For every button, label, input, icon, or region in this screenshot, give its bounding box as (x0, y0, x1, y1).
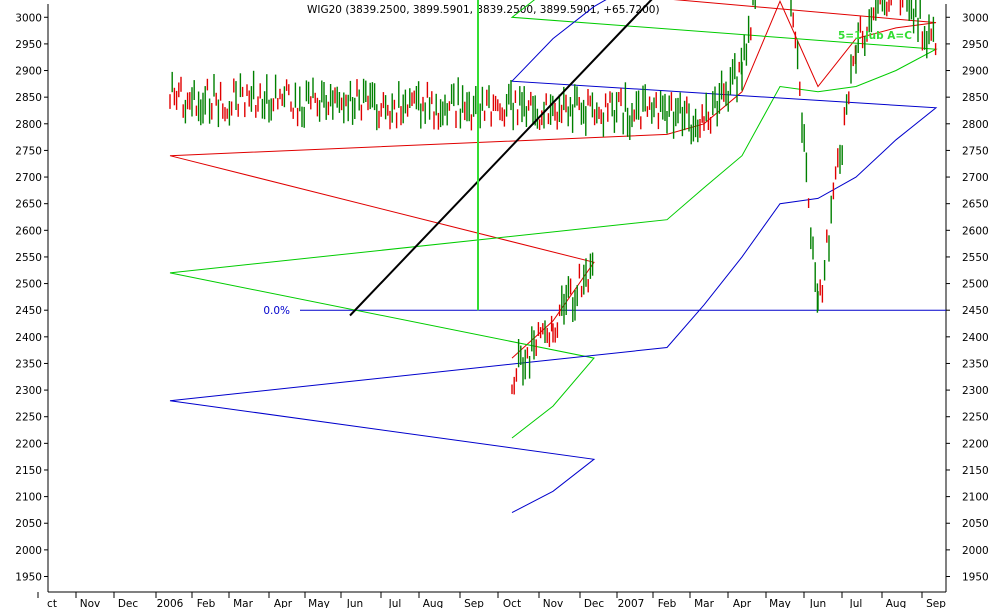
x-tick-label: Mar (694, 598, 714, 608)
y-tick-label-right: 2550 (962, 252, 989, 264)
y-tick-label-left: 2200 (15, 438, 42, 450)
y-tick-label-left: 2850 (15, 92, 42, 104)
projection-annotation: 5=1 lub A=C (838, 30, 912, 42)
y-tick-label-right: 2900 (962, 66, 989, 78)
y-tick-label-left: 2400 (15, 332, 42, 344)
y-tick-label-left: 2250 (15, 412, 42, 424)
x-tick-label: May (769, 598, 791, 608)
trendline-lower (349, 0, 653, 317)
fibonacci-layer: 161.8%138.2%100.0%0.0% (263, 305, 946, 317)
x-tick-label: Sep (464, 598, 484, 608)
x-tick-label: Apr (274, 598, 293, 608)
x-tick-label: Sep (926, 598, 946, 608)
y-tick-label-left: 2650 (15, 199, 42, 211)
y-tick-label-left: 2300 (15, 385, 42, 397)
y-tick-label-left: 2700 (15, 172, 42, 184)
x-tick-label: Mar (233, 598, 253, 608)
y-tick-label-left: 3000 (15, 12, 42, 24)
x-tick-label: Feb (197, 598, 216, 608)
x-tick-label: 2007 (618, 598, 645, 608)
y-tick-label-right: 2050 (962, 518, 989, 530)
y-tick-label-left: 2450 (15, 305, 42, 317)
y-tick-label-right: 2500 (962, 279, 989, 291)
y-tick-label-right: 2100 (962, 492, 989, 504)
y-tick-label-left: 2550 (15, 252, 42, 264)
x-tick-label: Jul (849, 598, 863, 608)
y-tick-label-left: 2150 (15, 465, 42, 477)
y-tick-label-left: 2350 (15, 358, 42, 370)
y-tick-label-right: 2200 (962, 438, 989, 450)
y-tick-label-left: 2950 (15, 39, 42, 51)
axes-layer: 1950 1950 2000 2000 2050 2050 2100 2100 2150 2150… (15, 4, 989, 610)
y-tick-label-right: 3000 (962, 12, 989, 24)
y-tick-label-right: 2800 (962, 119, 989, 131)
x-tick-label: Feb (658, 598, 677, 608)
y-tick-label-left: 2100 (15, 492, 42, 504)
y-tick-label-left: 2800 (15, 119, 42, 131)
y-tick-label-right: 2000 (962, 545, 989, 557)
x-tick-label: Jul (388, 598, 402, 608)
y-tick-label-right: 2950 (962, 39, 989, 51)
y-tick-label-right: 2300 (962, 385, 989, 397)
y-tick-label-right: 2600 (962, 225, 989, 237)
y-tick-label-right: 2650 (962, 199, 989, 211)
moving-average-slow (169, 0, 938, 514)
y-tick-label-left: 2750 (15, 145, 42, 157)
y-tick-label-left: 2600 (15, 225, 42, 237)
y-tick-label-right: 2850 (962, 92, 989, 104)
x-tick-label: Nov (543, 598, 564, 608)
x-tick-label: Dec (584, 598, 605, 608)
y-tick-label-right: 2750 (962, 145, 989, 157)
y-tick-label-left: 2050 (15, 518, 42, 530)
y-tick-label-right: 2250 (962, 412, 989, 424)
x-tick-label: Dec (118, 598, 139, 608)
moving-average-fast (169, 0, 937, 359)
fibonacci-level-label: 0.0% (263, 305, 290, 317)
y-tick-label-left: 2000 (15, 545, 42, 557)
y-tick-label-left: 1950 (15, 572, 42, 584)
y-tick-label-left: 2500 (15, 279, 42, 291)
x-tick-label: Aug (886, 598, 907, 608)
x-tick-label: Nov (80, 598, 101, 608)
y-tick-label-right: 2450 (962, 305, 989, 317)
y-tick-label-right: 2150 (962, 465, 989, 477)
x-tick-label: ct (47, 598, 57, 608)
y-tick-label-right: 2700 (962, 172, 989, 184)
x-tick-label: Jun (809, 598, 826, 608)
moving-averages-layer (169, 0, 938, 514)
y-tick-label-right: 1950 (962, 572, 989, 584)
y-tick-label-right: 2400 (962, 332, 989, 344)
x-tick-label: Aug (423, 598, 444, 608)
y-tick-label-left: 2900 (15, 66, 42, 78)
x-tick-label: Apr (733, 598, 752, 608)
y-tick-label-right: 2350 (962, 358, 989, 370)
x-tick-label: Oct (503, 598, 521, 608)
price-bars-layer (169, 0, 937, 395)
trendlines-layer (349, 0, 653, 317)
x-tick-label: 2006 (157, 598, 184, 608)
projection-layer: 5=1 lub A=C (477, 0, 912, 311)
chart-title: WIG20 (3839.2500, 3899.5901, 3839.2500, … (307, 4, 660, 16)
x-tick-label: May (308, 598, 330, 608)
moving-average-mid (169, 0, 938, 439)
x-tick-label: Jun (346, 598, 363, 608)
